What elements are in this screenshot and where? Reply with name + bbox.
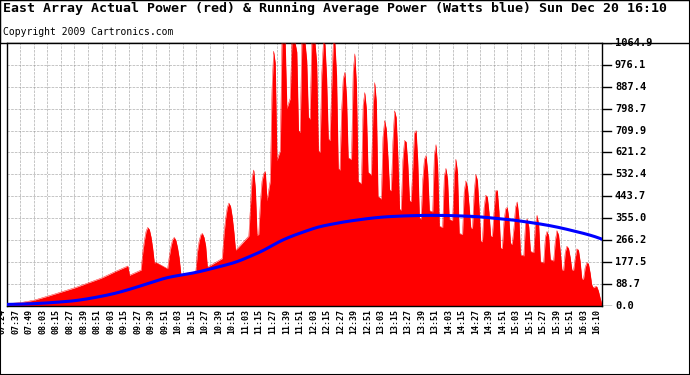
Text: 10:27: 10:27: [201, 309, 210, 334]
Text: 08:03: 08:03: [39, 309, 48, 334]
Text: 12:27: 12:27: [336, 309, 345, 334]
Text: 355.0: 355.0: [615, 213, 646, 223]
Text: 10:15: 10:15: [187, 309, 196, 334]
Text: 14:51: 14:51: [498, 309, 507, 334]
Text: 12:15: 12:15: [322, 309, 331, 334]
Text: 177.5: 177.5: [615, 257, 646, 267]
Text: 09:39: 09:39: [146, 309, 156, 334]
Text: 14:27: 14:27: [471, 309, 480, 334]
Text: 07:37: 07:37: [12, 309, 21, 334]
Text: 15:27: 15:27: [539, 309, 548, 334]
Text: 1064.9: 1064.9: [615, 38, 653, 48]
Text: East Array Actual Power (red) & Running Average Power (Watts blue) Sun Dec 20 16: East Array Actual Power (red) & Running …: [3, 2, 667, 15]
Text: 11:51: 11:51: [295, 309, 304, 334]
Text: 11:15: 11:15: [255, 309, 264, 334]
Text: 16:03: 16:03: [579, 309, 588, 334]
Text: 09:27: 09:27: [133, 309, 142, 334]
Text: 13:15: 13:15: [390, 309, 399, 334]
Text: 12:03: 12:03: [309, 309, 318, 334]
Text: 08:39: 08:39: [79, 309, 88, 334]
Text: 13:27: 13:27: [404, 309, 413, 334]
Text: 266.2: 266.2: [615, 235, 646, 245]
Text: 10:51: 10:51: [228, 309, 237, 334]
Text: 08:15: 08:15: [52, 309, 61, 334]
Text: 09:15: 09:15: [119, 309, 128, 334]
Text: 10:03: 10:03: [174, 309, 183, 334]
Text: 08:27: 08:27: [66, 309, 75, 334]
Text: 13:39: 13:39: [417, 309, 426, 334]
Text: 10:39: 10:39: [214, 309, 223, 334]
Text: 08:51: 08:51: [92, 309, 101, 334]
Text: 14:39: 14:39: [484, 309, 493, 334]
Text: 16:10: 16:10: [593, 309, 602, 334]
Text: 887.4: 887.4: [615, 82, 646, 92]
Text: 15:39: 15:39: [552, 309, 561, 334]
Text: 15:03: 15:03: [511, 309, 520, 334]
Text: 0.0: 0.0: [615, 301, 633, 310]
Text: 709.9: 709.9: [615, 126, 646, 136]
Text: 621.2: 621.2: [615, 147, 646, 158]
Text: 798.7: 798.7: [615, 104, 646, 114]
Text: 14:03: 14:03: [444, 309, 453, 334]
Text: 15:15: 15:15: [525, 309, 534, 334]
Text: 976.1: 976.1: [615, 60, 646, 70]
Text: 11:27: 11:27: [268, 309, 277, 334]
Text: 07:49: 07:49: [25, 309, 34, 334]
Text: 12:39: 12:39: [349, 309, 358, 334]
Text: 88.7: 88.7: [615, 279, 640, 289]
Text: 443.7: 443.7: [615, 191, 646, 201]
Text: 532.4: 532.4: [615, 170, 646, 179]
Text: 15:51: 15:51: [566, 309, 575, 334]
Text: 14:15: 14:15: [457, 309, 466, 334]
Text: 12:51: 12:51: [363, 309, 372, 334]
Text: Copyright 2009 Cartronics.com: Copyright 2009 Cartronics.com: [3, 27, 174, 37]
Text: 11:03: 11:03: [241, 309, 250, 334]
Text: 13:51: 13:51: [431, 309, 440, 334]
Text: 09:51: 09:51: [160, 309, 169, 334]
Text: 09:03: 09:03: [106, 309, 115, 334]
Text: 07:24: 07:24: [0, 309, 7, 334]
Text: 13:03: 13:03: [377, 309, 386, 334]
Text: 11:39: 11:39: [282, 309, 290, 334]
